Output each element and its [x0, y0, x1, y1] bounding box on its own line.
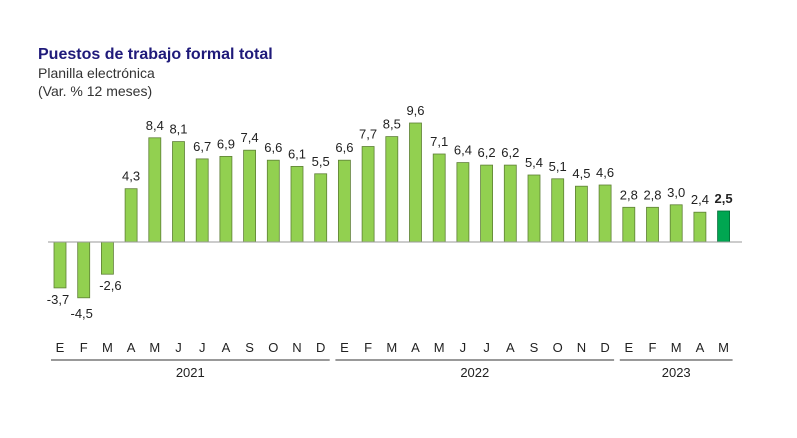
month-tick-label: D [600, 340, 609, 355]
year-label: 2022 [460, 365, 489, 380]
bar [290, 165, 304, 243]
value-label: 7,4 [241, 130, 259, 145]
month-tick-label: D [316, 340, 325, 355]
value-label: 2,8 [620, 187, 638, 202]
bar [172, 141, 185, 243]
value-label: 5,5 [312, 154, 330, 169]
month-tick-label: J [483, 340, 490, 355]
month-tick-label: A [127, 340, 136, 355]
value-label: 3,0 [667, 185, 685, 200]
value-label: 4,6 [596, 165, 614, 180]
month-tick-label: F [364, 340, 372, 355]
month-tick-label: J [199, 340, 206, 355]
value-label: 6,6 [335, 140, 353, 155]
chart-subtitle-line-2: (Var. % 12 meses) [38, 83, 152, 99]
value-label: 6,7 [193, 139, 211, 154]
bar [409, 122, 422, 243]
month-tick-label: F [80, 340, 88, 355]
month-tick-label: M [149, 340, 160, 355]
month-tick-label: S [245, 340, 254, 355]
bar [219, 155, 233, 243]
bar [337, 159, 351, 243]
value-label: 4,5 [572, 166, 590, 181]
month-tick-label: O [553, 340, 563, 355]
bar [527, 174, 541, 243]
bar [669, 204, 683, 243]
year-label: 2021 [176, 365, 205, 380]
value-label: -4,5 [70, 306, 92, 321]
value-label: 2,4 [691, 192, 709, 207]
month-tick-label: E [56, 340, 65, 355]
value-label: 8,1 [169, 122, 187, 137]
month-tick-label: S [530, 340, 539, 355]
value-label: 7,7 [359, 127, 377, 142]
month-tick-label: J [460, 340, 467, 355]
value-label: 8,5 [383, 117, 401, 132]
year-groups: 2021 2022 2023 [51, 359, 733, 380]
bar [148, 137, 162, 243]
bar [101, 241, 114, 275]
month-tick-label: E [624, 340, 633, 355]
bar [646, 206, 659, 243]
month-tick-label: E [340, 340, 349, 355]
bar [551, 178, 565, 243]
month-tick-label: M [102, 340, 113, 355]
month-tick-label: A [506, 340, 515, 355]
month-tick-label: A [222, 340, 231, 355]
month-tick-label: M [386, 340, 397, 355]
bar [503, 164, 517, 243]
year-label: 2023 [662, 365, 691, 380]
month-tick-label: A [696, 340, 705, 355]
bar [693, 211, 707, 243]
chart-subtitle-line-1: Planilla electrónica [38, 65, 155, 81]
value-label: 6,4 [454, 143, 472, 158]
month-tick-label: M [718, 340, 729, 355]
month-tick-label: O [268, 340, 278, 355]
month-tick-label: M [434, 340, 445, 355]
value-label: 6,9 [217, 136, 235, 151]
bar [598, 184, 612, 243]
value-label: 5,4 [525, 155, 543, 170]
bar [456, 162, 470, 243]
bar [385, 136, 399, 243]
bar [717, 210, 730, 243]
value-label: 5,1 [549, 159, 567, 174]
bar [575, 185, 588, 243]
value-label: 6,2 [478, 145, 496, 160]
value-label: 8,4 [146, 118, 164, 133]
value-label: -2,6 [99, 278, 121, 293]
bar [314, 173, 328, 243]
bar [195, 158, 209, 243]
value-label: 7,1 [430, 134, 448, 149]
bar [243, 149, 257, 243]
month-tick-label: F [649, 340, 657, 355]
bar [266, 159, 280, 243]
month-tick-label: A [411, 340, 420, 355]
chart-title: Puestos de trabajo formal total [38, 46, 273, 63]
bars-group [53, 122, 730, 299]
value-labels-group: -3,7-4,5 -2,6 4,3 8,4 8,1 6,7 6,9 7,4 6,6 6,1 5,5 6… [47, 103, 733, 321]
value-label: -3,7 [47, 292, 69, 307]
bar [53, 241, 67, 289]
value-label: 4,3 [122, 169, 140, 184]
value-label: 6,6 [264, 140, 282, 155]
month-tick-label: M [671, 340, 682, 355]
value-label: 6,1 [288, 146, 306, 161]
bar [124, 188, 138, 243]
bar [622, 206, 636, 243]
value-label: 2,8 [643, 187, 661, 202]
month-tick-label: J [175, 340, 182, 355]
bar [361, 146, 375, 243]
bar [480, 164, 494, 243]
value-label: 2,5 [715, 191, 733, 206]
bar [432, 153, 446, 243]
month-tick-label: N [292, 340, 301, 355]
month-tick-label: N [577, 340, 586, 355]
bar [77, 241, 91, 299]
value-label: 6,2 [501, 145, 519, 160]
value-label: 9,6 [406, 103, 424, 118]
